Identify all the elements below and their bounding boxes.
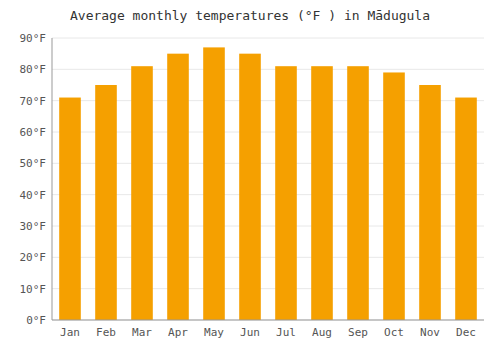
y-tick-label: 80°F [20,63,47,76]
x-tick-label: Dec [456,326,476,339]
x-axis-line [52,320,484,321]
y-axis: 0°F 10°F 20°F 30°F 40°F 50°F 60°F 70°F 80°F 90°F [20,32,47,327]
x-tick-label: Aug [312,326,332,339]
y-tick-label: 50°F [20,157,47,170]
bar [419,85,441,320]
y-tick-label: 10°F [20,283,47,296]
bar [59,98,81,320]
bar [383,72,405,320]
y-tick-label: 90°F [20,32,47,45]
bar [131,66,153,320]
grid-line [52,38,484,39]
bar [95,85,117,320]
bars [59,47,477,320]
x-tick-label: Oct [384,326,404,339]
x-tick-label: Feb [96,326,116,339]
bar [347,66,369,320]
y-tick-label: 30°F [20,220,47,233]
chart-container: Average monthly temperatures (°F ) in Mā… [0,0,500,350]
bar [455,98,477,320]
chart: Average monthly temperatures (°F ) in Mā… [0,0,500,350]
y-tick-label: 60°F [20,126,47,139]
bar [275,66,297,320]
grid-line [52,320,484,321]
bar [239,54,261,320]
bar [311,66,333,320]
x-tick-label: Jul [276,326,296,339]
title: Average monthly temperatures (°F ) in Mā… [70,8,430,23]
x-tick-label: Apr [168,326,188,339]
x-tick-label: Mar [132,326,152,339]
y-tick-label: 20°F [20,251,47,264]
bar [203,47,225,320]
x-tick-label: Sep [348,326,368,339]
bar [167,54,189,320]
x-tick-label: Nov [420,326,440,339]
x-axis: Jan Feb Mar Apr May Jun Jul Aug Sep Oct Nov Dec [60,326,476,339]
x-tick-label: Jun [240,326,260,339]
grid [52,38,484,320]
y-tick-label: 40°F [20,189,47,202]
grid-line [52,69,484,70]
y-tick-label: 0°F [26,314,46,327]
x-tick-label: Jan [60,326,80,339]
y-tick-label: 70°F [20,95,47,108]
x-tick-label: May [204,326,224,339]
y-axis-line [52,38,53,320]
